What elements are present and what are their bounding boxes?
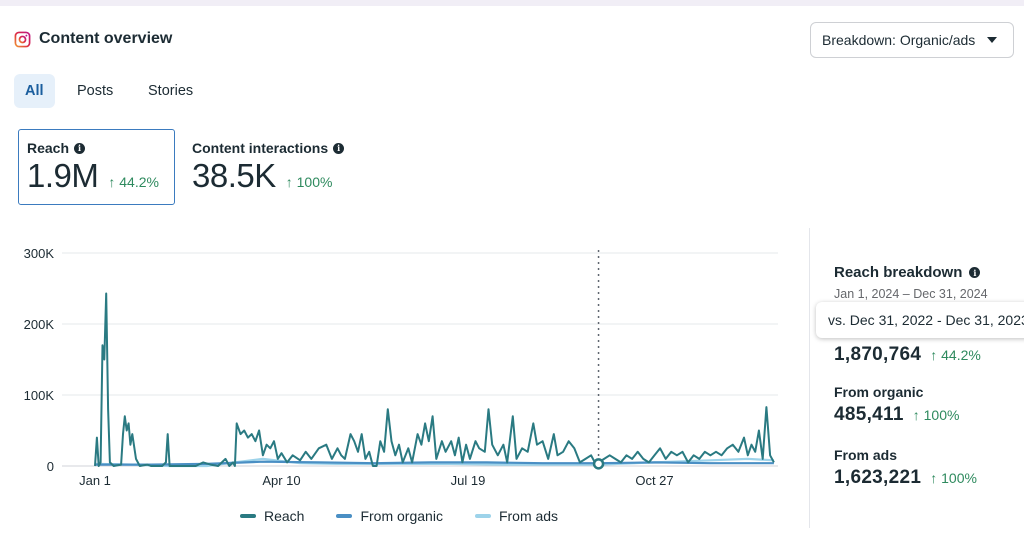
y-tick-label: 300K	[24, 246, 55, 261]
info-icon[interactable]: i	[74, 142, 86, 154]
legend-swatch-organic	[336, 514, 353, 518]
reach-total-change: ↑ 44.2%	[930, 347, 981, 363]
interactions-metric-label: Content interactions	[192, 140, 329, 156]
legend-item-ads[interactable]: From ads	[474, 508, 559, 524]
instagram-icon	[14, 31, 31, 47]
x-tick-label: Jul 19	[451, 473, 486, 488]
legend-label-organic: From organic	[360, 508, 443, 524]
x-tick-label: Oct 27	[635, 473, 673, 488]
reach-metric-label: Reach	[27, 140, 70, 156]
organic-stat: From organic 485,411 ↑ 100%	[834, 384, 959, 426]
y-tick-label: 100K	[24, 388, 55, 403]
organic-stat-change: ↑ 100%	[912, 407, 960, 423]
tab-posts[interactable]: Posts	[77, 83, 114, 99]
reach-total-value: 1,870,764	[834, 344, 922, 365]
organic-stat-value: 485,411	[834, 404, 904, 425]
interactions-metric-value: 38.5K	[192, 157, 276, 194]
reach-total-stat: 1,870,764 ↑ 44.2%	[834, 344, 981, 366]
reach-metric-card[interactable]: Reach i 1.9M ↑ 44.2%	[18, 129, 175, 205]
legend-item-organic[interactable]: From organic	[336, 508, 443, 524]
from-ads-line	[94, 292, 775, 467]
breakdown-dropdown-label: Breakdown: Organic/ads	[822, 32, 976, 48]
interactions-metric-card[interactable]: Content interactions i 38.5K ↑ 100%	[183, 129, 383, 205]
panel-divider	[809, 228, 810, 528]
legend-swatch-ads	[474, 514, 491, 518]
breakdown-dropdown[interactable]: Breakdown: Organic/ads	[810, 22, 1014, 58]
y-tick-label: 200K	[24, 317, 55, 332]
ads-stat-label: From ads	[834, 447, 898, 463]
page-header: Content overview	[14, 30, 172, 48]
reach-breakdown-date-range: Jan 1, 2024 – Dec 31, 2024	[834, 287, 988, 301]
reach-breakdown-title: Reach breakdown	[834, 264, 963, 281]
comparison-tooltip: vs. Dec 31, 2022 - Dec 31, 2023	[816, 302, 1024, 338]
interactions-metric-change: ↑ 100%	[285, 174, 333, 190]
x-tick-label: Jan 1	[79, 473, 111, 488]
tab-all[interactable]: All	[14, 74, 55, 108]
reach-metric-value: 1.9M	[27, 157, 99, 194]
reach-line-chart[interactable]: 0 100K 200K 300K Jan 1 Apr 10 Jul 19 Oct 27	[0, 236, 790, 498]
organic-stat-label: From organic	[834, 384, 924, 400]
legend-swatch-reach	[240, 514, 256, 518]
legend-item-reach[interactable]: Reach	[240, 508, 304, 524]
tab-stories[interactable]: Stories	[148, 83, 194, 99]
legend-label-reach: Reach	[264, 508, 305, 524]
ads-stat-change: ↑ 100%	[930, 470, 977, 486]
top-strip	[0, 0, 1024, 6]
caret-down-icon	[987, 37, 998, 43]
chart-legend: Reach From organic From ads	[240, 508, 558, 524]
page-title: Content overview	[39, 30, 173, 47]
reach-metric-change: ↑ 44.2%	[108, 174, 159, 190]
hover-point	[592, 458, 605, 470]
reach-breakdown-header: Reach breakdown i	[834, 264, 981, 281]
ads-stat-value: 1,623,221	[834, 467, 922, 488]
x-tick-label: Apr 10	[262, 473, 300, 488]
info-icon[interactable]: i	[333, 142, 345, 154]
info-icon[interactable]: i	[969, 267, 981, 278]
legend-label-ads: From ads	[498, 508, 559, 524]
ads-stat: From ads 1,623,221 ↑ 100%	[834, 447, 977, 489]
y-tick-label: 0	[47, 459, 54, 474]
